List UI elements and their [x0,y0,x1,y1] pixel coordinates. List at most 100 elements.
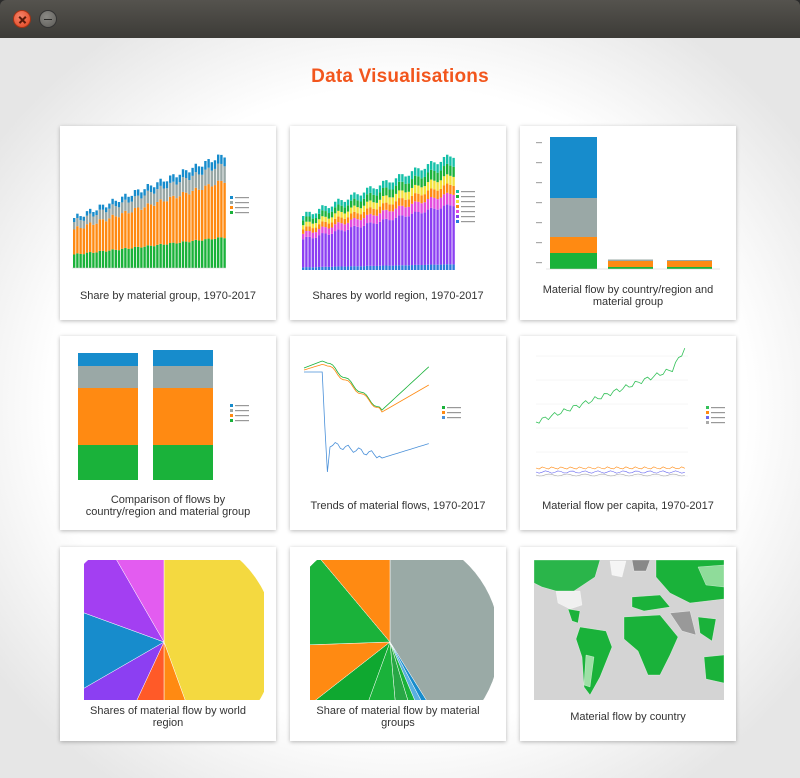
bar-segment [362,211,366,219]
bar-segment [414,175,417,185]
bar-segment [207,184,210,239]
bar-segment [366,265,369,270]
visualisation-card[interactable]: Shares by world region, 1970-2017 [290,126,506,320]
bar-segment [137,189,140,196]
bar-segment [356,266,359,270]
bar-segment [385,195,388,203]
visualisation-card[interactable]: Material flow by country/region and mate… [520,126,736,320]
bar-segment [223,182,226,239]
bar-segment [201,174,204,190]
bar-segment [346,199,350,206]
legend-swatch [456,215,459,218]
bar-segment [76,226,79,254]
bar-segment [169,196,172,244]
bar-segment [442,166,446,177]
bar-segment [162,188,165,202]
visualisation-card[interactable]: Shares of material flow by world region [60,547,276,741]
pie-slice [368,641,396,700]
bar-segment [388,220,391,266]
bar-segment [439,161,442,171]
bar-segment [375,202,378,210]
bar-segment [73,229,76,255]
thumbnail [303,360,461,473]
bar-segment [442,185,446,195]
country [609,560,627,578]
bar-segment [140,198,143,210]
bar-segment [359,220,362,228]
visualisation-card[interactable]: Comparison of flows by country/region an… [60,336,276,530]
bar-segment [446,192,449,205]
bar-segment [308,216,311,222]
bar-segment [334,266,337,270]
bar-segment [433,197,436,209]
visualisation-card[interactable]: Material flow by country [520,547,736,741]
legend-text [235,405,249,407]
visualisation-card[interactable]: Share of material flow by material group… [290,547,506,741]
visualisation-card[interactable]: Trends of material flows, 1970-2017 [290,336,506,530]
bar-segment [78,366,138,388]
tick-text [536,202,542,204]
bar-segment [194,163,197,173]
legend-text [711,412,725,414]
bar-segment [191,190,194,241]
bar-segment [330,206,334,212]
card-caption: Share of material flow by material group… [316,705,480,729]
bar-segment [89,222,92,253]
bar-segment [366,187,369,195]
bar-segment [404,183,407,193]
bar-segment [149,185,153,193]
country [623,614,679,676]
bar-segment [401,265,404,270]
bar-segment [85,252,89,268]
pie-slice [389,641,415,700]
bar-segment [378,192,382,200]
bar-segment [314,217,318,224]
legend-swatch [442,411,445,414]
legend-text [235,212,249,214]
bar-segment [442,205,446,265]
bar-segment [366,208,369,215]
bar-segment [159,185,162,200]
visualisation-card[interactable]: Share by material group, 1970-2017 [60,126,276,320]
bar-segment [391,204,394,212]
bar-segment [133,190,137,197]
bar-segment [452,194,455,207]
bar-segment [404,265,407,270]
bar-segment [382,203,385,211]
bar-segment [327,218,330,224]
legend-text [235,410,249,412]
bar-segment [667,267,712,269]
bar-segment [137,207,140,247]
bar-segment [188,172,191,181]
bar-segment [311,228,314,233]
bar-segment [223,157,226,167]
bar-segment [101,209,105,220]
legend-text [461,206,475,208]
bar-segment [314,237,318,268]
bar-segment [117,207,121,218]
legend-swatch [456,205,459,208]
bar-segment [308,236,311,268]
card-caption: Shares of material flow by world region [90,705,246,729]
bar-segment [407,199,410,207]
bar-segment [398,174,401,182]
visualisation-card[interactable]: Material flow per capita, 1970-2017 [520,336,736,530]
bar-segment [337,204,340,211]
bar-segment [302,216,305,221]
bar-segment [76,213,79,219]
bar-segment [446,204,449,265]
close-button[interactable] [13,10,31,28]
bar-segment [375,265,378,270]
bar-segment [204,169,207,186]
bar-segment [204,185,207,240]
card-caption: Material flow by country/region and mate… [542,284,714,308]
bar-segment [446,154,449,164]
bar-segment [114,206,117,217]
bar-segment [449,264,452,270]
bar-segment [433,264,436,270]
bar-segment [394,208,398,218]
bar-segment [426,199,430,210]
bar-segment [407,175,410,184]
minimize-button[interactable] [39,10,57,28]
bar-segment [321,221,324,227]
